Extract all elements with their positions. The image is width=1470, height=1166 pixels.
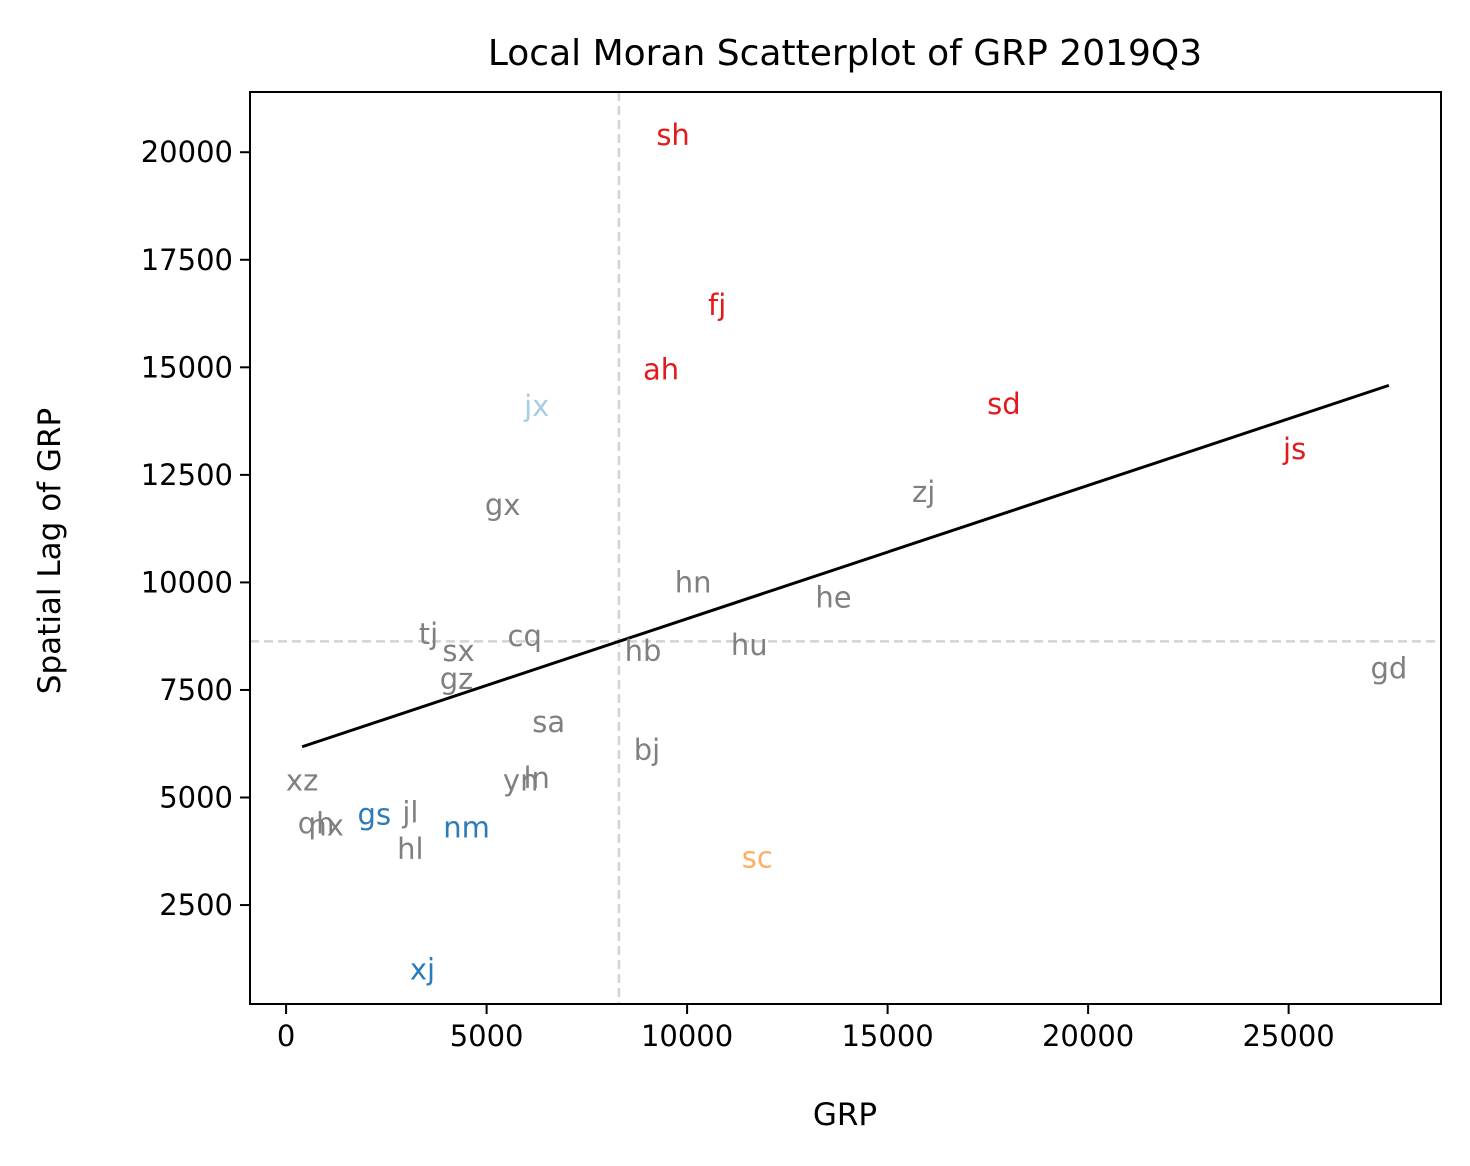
point-label-zj: zj bbox=[912, 475, 935, 509]
y-tick-label: 2500 bbox=[159, 888, 233, 922]
y-tick-label: 15000 bbox=[141, 350, 233, 384]
y-tick-label: 12500 bbox=[141, 458, 233, 492]
chart-title: Local Moran Scatterplot of GRP 2019Q3 bbox=[488, 33, 1202, 74]
x-tick-label: 20000 bbox=[1042, 1019, 1134, 1053]
point-label-hb: hb bbox=[625, 634, 662, 668]
point-label-hn: hn bbox=[675, 565, 712, 599]
y-tick-label: 17500 bbox=[141, 243, 233, 277]
x-tick-label: 25000 bbox=[1242, 1019, 1334, 1053]
point-label-gx: gx bbox=[485, 488, 521, 522]
point-label-sd: sd bbox=[987, 387, 1021, 421]
point-label-yn: yn bbox=[503, 763, 539, 797]
axes-frame bbox=[249, 91, 1442, 1005]
y-axis-label: Spatial Lag of GRP bbox=[32, 408, 68, 694]
regression-line bbox=[301, 383, 1390, 749]
point-label-jx: jx bbox=[523, 389, 549, 423]
point-label-xj: xj bbox=[410, 953, 435, 987]
point-label-jl: jl bbox=[401, 796, 418, 830]
point-label-ah: ah bbox=[643, 352, 679, 386]
point-label-gd: gd bbox=[1370, 651, 1407, 685]
point-label-xz: xz bbox=[286, 763, 318, 797]
point-label-ln: ln bbox=[524, 761, 550, 795]
point-label-js: js bbox=[1282, 432, 1306, 466]
point-label-sx: sx bbox=[442, 634, 474, 668]
x-tick-label: 5000 bbox=[450, 1019, 524, 1053]
x-tick-label: 10000 bbox=[641, 1019, 733, 1053]
point-label-tj: tj bbox=[419, 617, 438, 651]
point-label-qh: qh bbox=[298, 806, 335, 840]
point-label-bj: bj bbox=[634, 733, 660, 767]
y-tick-label: 7500 bbox=[159, 673, 233, 707]
y-tick-label: 10000 bbox=[141, 565, 233, 599]
point-label-nm: nm bbox=[443, 811, 490, 845]
x-axis-label: GRP bbox=[813, 1097, 877, 1133]
y-tick-label: 5000 bbox=[159, 781, 233, 815]
point-label-sc: sc bbox=[742, 841, 773, 875]
point-label-hu: hu bbox=[731, 628, 768, 662]
x-tick-label: 0 bbox=[277, 1019, 295, 1053]
x-tick-label: 15000 bbox=[841, 1019, 933, 1053]
point-label-gs: gs bbox=[358, 798, 392, 832]
point-label-sh: sh bbox=[656, 118, 690, 152]
point-label-hl: hl bbox=[397, 832, 423, 866]
point-label-he: he bbox=[815, 580, 851, 614]
point-label-fj: fj bbox=[708, 288, 726, 322]
point-label-cq: cq bbox=[508, 619, 542, 653]
point-label-nx: nx bbox=[308, 808, 344, 842]
point-label-sa: sa bbox=[532, 705, 565, 739]
point-label-gz: gz bbox=[440, 662, 474, 696]
y-tick-label: 20000 bbox=[141, 135, 233, 169]
